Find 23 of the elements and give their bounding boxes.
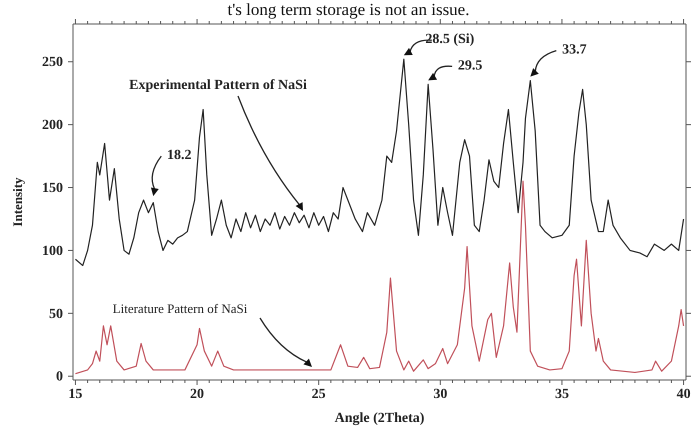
annotation: 33.7 bbox=[562, 42, 587, 58]
line-series bbox=[74, 180, 684, 374]
x-tick-label: 35 bbox=[554, 386, 569, 402]
x-tick-label: 25 bbox=[312, 386, 326, 402]
annotation: Literature Pattern of NaSi bbox=[112, 301, 248, 316]
x-tick-label: 40 bbox=[676, 386, 691, 402]
y-tick-label: 50 bbox=[49, 306, 63, 322]
line-series bbox=[74, 58, 684, 266]
y-tick-label: 100 bbox=[42, 244, 63, 259]
y-axis-title: Intensity bbox=[10, 176, 25, 227]
x-tick-label: 30 bbox=[433, 386, 448, 402]
text: t's long term storage is not an issue. bbox=[228, 0, 470, 19]
annotation: Experimental Pattern of NaSi bbox=[129, 78, 307, 93]
annotation: 18.2 bbox=[167, 148, 192, 164]
x-tick-label: 15 bbox=[68, 386, 82, 402]
y-tick-label: 200 bbox=[42, 118, 63, 134]
annotation: 29.5 bbox=[458, 58, 482, 74]
y-tick-label: 0 bbox=[56, 370, 63, 385]
annotation: 28.5 (Si) bbox=[425, 32, 475, 48]
y-tick-label: 250 bbox=[42, 55, 63, 70]
x-tick-label: 20 bbox=[190, 386, 204, 402]
x-axis-title: Angle (2Theta) bbox=[334, 411, 425, 426]
y-tick-label: 150 bbox=[42, 181, 63, 196]
